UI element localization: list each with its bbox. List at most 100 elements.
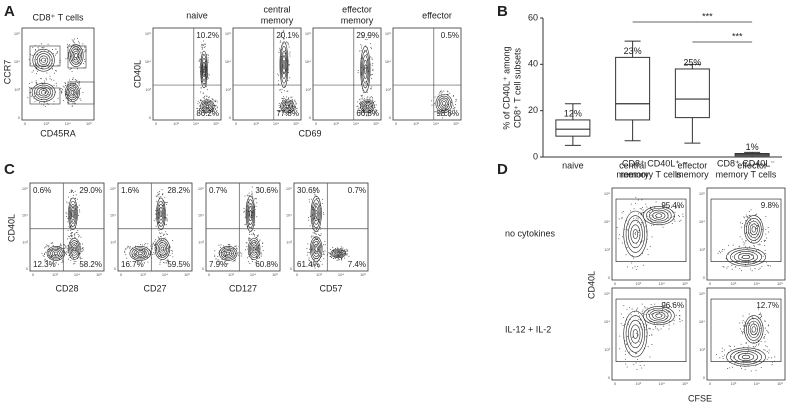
event-dot: [83, 62, 85, 64]
event-dot: [293, 100, 295, 102]
plot-frame: [706, 187, 786, 281]
event-dot: [43, 101, 45, 103]
density-contour: [311, 238, 322, 260]
event-dot: [45, 246, 47, 248]
event-dot: [74, 190, 76, 192]
event-dot: [200, 99, 202, 101]
event-dot: [772, 361, 774, 363]
event-dot: [636, 268, 638, 270]
event-dot: [733, 345, 735, 347]
event-dot: [161, 239, 163, 241]
density-contour: [247, 202, 254, 225]
density-contour: [364, 103, 371, 110]
event-dot: [756, 213, 758, 215]
event-dot: [451, 101, 453, 103]
event-dot: [220, 261, 222, 263]
density-contour: [442, 101, 446, 106]
density-contour: [69, 203, 76, 224]
event-dot: [344, 257, 346, 259]
event-dot: [61, 90, 63, 92]
event-dot: [717, 252, 719, 254]
median-label: 23%: [624, 46, 642, 56]
event-dot: [284, 38, 286, 40]
event-dot: [35, 81, 37, 83]
event-dot: [76, 68, 78, 70]
plot-frame: [392, 27, 462, 121]
event-dot: [280, 40, 282, 42]
density-contour: [68, 44, 84, 67]
event-dot: [356, 105, 358, 107]
event-dot: [158, 229, 160, 231]
event-dot: [741, 330, 743, 332]
event-dot: [716, 353, 718, 355]
event-dot: [338, 259, 340, 261]
event-dot: [67, 221, 69, 223]
quadrant-percent: 16.7%: [121, 260, 144, 269]
tick-label: 10³: [228, 272, 234, 277]
plot-frame: [312, 27, 382, 121]
event-dot: [743, 244, 745, 246]
column-header: memory T cells: [621, 169, 682, 179]
event-dot: [371, 64, 373, 66]
event-dot: [34, 50, 36, 52]
tick-label: 10⁴: [353, 121, 359, 126]
event-dot: [79, 256, 81, 258]
event-dot: [345, 253, 347, 255]
density-contour: [746, 318, 762, 341]
density-contour: [133, 248, 147, 258]
event-dot: [668, 311, 670, 313]
event-dot: [28, 83, 30, 85]
density-contour: [247, 238, 261, 260]
event-dot: [357, 72, 359, 74]
event-dot: [367, 114, 369, 116]
significance: ***: [732, 31, 743, 41]
event-dot: [279, 41, 281, 43]
event-dot: [330, 248, 332, 250]
event-dot: [366, 113, 368, 115]
event-dot: [635, 332, 637, 334]
tick-label: 0: [614, 281, 617, 286]
density-contour: [336, 252, 341, 255]
event-dot: [201, 48, 203, 50]
event-dot: [363, 104, 365, 106]
event-dot: [454, 104, 456, 106]
event-dot: [38, 94, 40, 96]
event-dot: [70, 232, 72, 234]
event-dot: [767, 324, 769, 326]
event-dot: [438, 92, 440, 94]
event-dot: [197, 100, 199, 102]
event-dot: [167, 233, 169, 235]
event-dot: [77, 41, 79, 43]
event-dot: [164, 196, 166, 198]
event-dot: [322, 254, 324, 256]
event-dot: [742, 331, 744, 333]
event-dot: [144, 251, 146, 253]
event-dot: [634, 232, 636, 234]
density-contour: [252, 246, 256, 252]
event-dot: [165, 233, 167, 235]
event-dot: [32, 46, 34, 48]
event-dot: [364, 38, 366, 40]
event-dot: [55, 69, 57, 71]
event-dot: [374, 100, 376, 102]
event-dot: [136, 251, 138, 253]
event-dot: [31, 95, 33, 97]
event-dot: [365, 80, 367, 82]
density-contour: [159, 244, 166, 254]
event-dot: [125, 247, 127, 249]
event-dot: [623, 305, 625, 307]
event-dot: [243, 211, 245, 213]
event-dot: [316, 197, 318, 199]
tick-label: 10³: [316, 272, 322, 277]
event-dot: [70, 83, 72, 85]
event-dot: [260, 255, 262, 257]
tick-label: 10⁵: [453, 121, 459, 126]
event-dot: [763, 337, 765, 339]
event-dot: [228, 252, 230, 254]
event-dot: [282, 100, 284, 102]
event-dot: [53, 72, 55, 74]
event-dot: [366, 39, 368, 41]
event-dot: [294, 101, 296, 103]
event-dot: [768, 265, 770, 267]
event-dot: [74, 233, 76, 235]
